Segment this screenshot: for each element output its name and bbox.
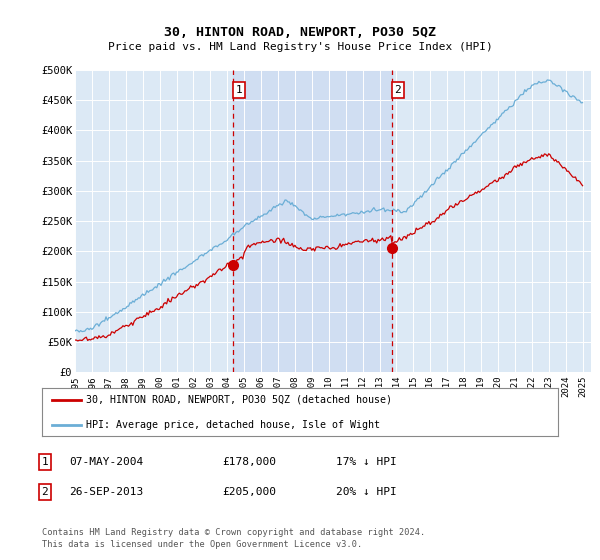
Text: 1: 1 [236,85,242,95]
Text: 20% ↓ HPI: 20% ↓ HPI [336,487,397,497]
Bar [233,70,392,372]
Text: 2: 2 [394,85,401,95]
Text: 1: 1 [41,457,49,467]
Text: 17% ↓ HPI: 17% ↓ HPI [336,457,397,467]
Text: 30, HINTON ROAD, NEWPORT, PO30 5QZ: 30, HINTON ROAD, NEWPORT, PO30 5QZ [164,26,436,39]
Text: 07-MAY-2004: 07-MAY-2004 [69,457,143,467]
Text: 26-SEP-2013: 26-SEP-2013 [69,487,143,497]
Text: 30, HINTON ROAD, NEWPORT, PO30 5QZ (detached house): 30, HINTON ROAD, NEWPORT, PO30 5QZ (deta… [86,395,392,405]
Text: 2: 2 [41,487,49,497]
Text: Contains HM Land Registry data © Crown copyright and database right 2024.
This d: Contains HM Land Registry data © Crown c… [42,528,425,549]
Text: £205,000: £205,000 [222,487,276,497]
Text: £178,000: £178,000 [222,457,276,467]
Text: Price paid vs. HM Land Registry's House Price Index (HPI): Price paid vs. HM Land Registry's House … [107,42,493,52]
Text: HPI: Average price, detached house, Isle of Wight: HPI: Average price, detached house, Isle… [86,420,380,430]
